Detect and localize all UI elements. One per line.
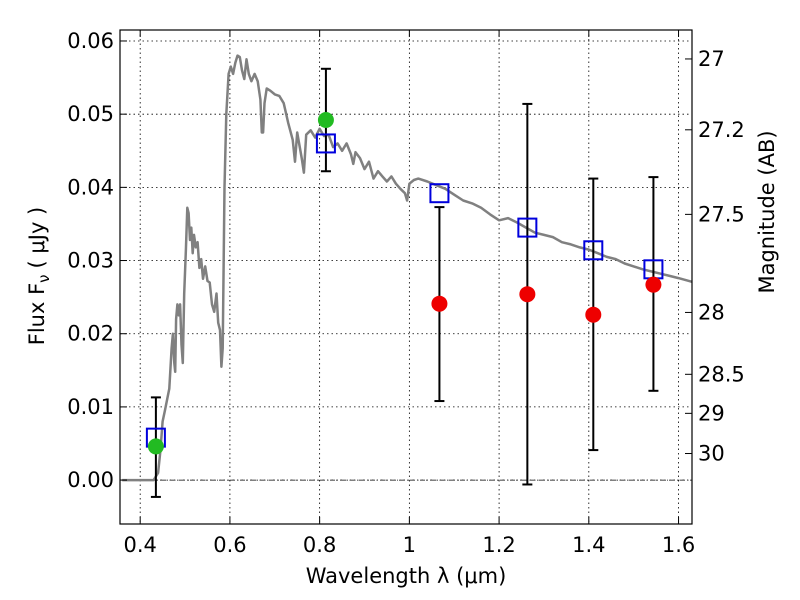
y-tick-label: 0.05 — [67, 102, 114, 126]
x-tick-label: 1.6 — [662, 533, 695, 557]
y-axis-label: Flux Fν ( μJy ) — [25, 207, 53, 346]
right-tick-label: 28.5 — [698, 362, 745, 386]
model-flux-box — [517, 217, 538, 238]
x-tick-label: 1.4 — [572, 533, 605, 557]
x-tick-label: 0.4 — [123, 533, 156, 557]
model-flux-box — [583, 240, 604, 261]
model-flux-box — [315, 133, 336, 154]
photometry-points — [145, 67, 664, 498]
y-axis-label-subscript: ν — [35, 274, 53, 282]
y-tick-label: 0.00 — [67, 468, 114, 492]
model-flux-box — [429, 183, 450, 204]
right-axis-label: Magnitude (AB) — [755, 130, 779, 293]
x-tick-label: 1.2 — [482, 533, 515, 557]
x-tick-label: 1 — [403, 533, 416, 557]
right-tick-label: 29 — [698, 401, 725, 425]
x-tick-label: 0.8 — [303, 533, 336, 557]
right-tick-label: 27.5 — [698, 202, 745, 226]
axis-ticks: 0.4 0.6 0.8 1 1.2 1.4 1.6 0.00 0.01 0.02 0.03 0.04 0… — [67, 29, 745, 557]
y-axis-label-flux: Flux F — [25, 283, 49, 345]
nondetection-point — [431, 295, 448, 312]
y-axis-label-unit: ( μJy ) — [25, 207, 49, 269]
y-tick-label: 0.01 — [67, 395, 114, 419]
y-tick-label: 0.03 — [67, 249, 114, 273]
right-tick-label: 30 — [698, 442, 725, 466]
model-sed-curve — [122, 54, 693, 482]
y-tick-label: 0.04 — [67, 175, 114, 199]
grid-lines — [120, 30, 692, 524]
y-tick-label: 0.02 — [67, 322, 114, 346]
nondetection-point — [645, 276, 662, 293]
x-tick-label: 0.6 — [213, 533, 246, 557]
x-axis-label: Wavelength λ (μm) — [306, 564, 507, 588]
detection-point — [317, 112, 334, 129]
right-tick-label: 28 — [698, 300, 725, 324]
detection-point — [147, 438, 164, 455]
nondetection-point — [585, 306, 602, 323]
nondetection-point — [519, 286, 536, 303]
right-tick-label: 27.2 — [698, 118, 745, 142]
y-tick-label: 0.06 — [67, 29, 114, 53]
plot-frame — [119, 29, 693, 525]
right-tick-label: 27 — [698, 47, 725, 71]
